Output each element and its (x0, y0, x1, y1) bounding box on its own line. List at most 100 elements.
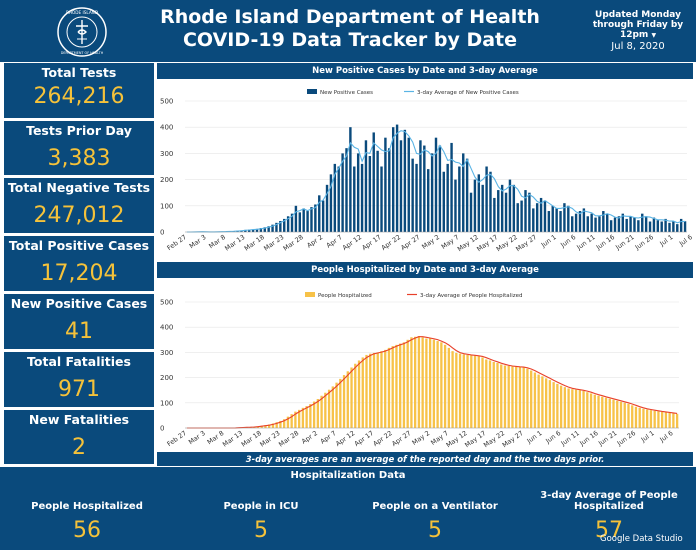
bar (477, 356, 480, 428)
x-tick-label: Jul 6 (658, 429, 675, 444)
bar (642, 408, 645, 428)
bar (528, 192, 531, 232)
bar (244, 229, 247, 232)
bar (488, 360, 492, 428)
bar (679, 218, 683, 232)
bar (552, 382, 555, 428)
y-tick-label: 100 (160, 202, 173, 210)
x-tick-label: Mar 28 (277, 429, 300, 449)
bar (638, 407, 641, 428)
bar (395, 124, 399, 232)
bar (539, 197, 543, 232)
bar (360, 163, 364, 232)
bar (664, 412, 668, 428)
bar (320, 395, 323, 428)
bar (294, 411, 297, 428)
bar (434, 137, 438, 232)
kpi-label: New Positive Cases (10, 296, 148, 311)
bar (601, 396, 604, 428)
bar (454, 179, 457, 232)
bar (436, 341, 439, 428)
x-tick-label: Jul 1 (639, 429, 656, 444)
bar (473, 179, 477, 232)
x-tick-label: Apr 12 (341, 233, 363, 252)
x-tick-label: Mar 13 (221, 429, 244, 449)
bar (515, 366, 518, 428)
bar (511, 366, 514, 428)
x-tick-label: Apr 27 (399, 233, 421, 252)
bar (492, 361, 495, 428)
x-tick-label: Jun 6 (558, 233, 577, 250)
bar (574, 213, 578, 232)
bar (380, 166, 383, 232)
bar (333, 163, 337, 232)
bar (567, 205, 570, 232)
bar (388, 148, 391, 232)
y-tick-label: 200 (160, 176, 173, 184)
bar (415, 163, 418, 232)
bar (533, 372, 537, 428)
kpi-label: Total Tests (41, 65, 117, 80)
y-tick-label: 200 (160, 374, 173, 382)
x-tick-label: Jun 1 (525, 429, 544, 446)
bar (407, 137, 410, 232)
bar (462, 354, 465, 428)
bar (634, 406, 638, 428)
bar (571, 389, 574, 428)
bar (473, 355, 477, 428)
bar (641, 213, 644, 232)
bar (335, 382, 338, 428)
bar (504, 192, 508, 232)
bar (683, 221, 687, 232)
dropdown-arrow-icon[interactable]: ▼ (651, 32, 657, 39)
bar (451, 351, 454, 428)
google-data-studio-link[interactable]: Google Data Studio (600, 534, 683, 544)
x-tick-label: Feb 27 (166, 233, 188, 252)
hosp-item-value: 57 (595, 518, 623, 543)
cases-chart-title-bar (157, 63, 693, 79)
update-line3: 12pm (619, 30, 649, 40)
bar (279, 420, 282, 428)
bar (551, 205, 554, 232)
bar (653, 410, 656, 428)
hosp-item-label: 3-day Average of People Hospitalized (540, 490, 678, 512)
bar (316, 399, 320, 428)
x-tick-label: Mar 23 (258, 429, 281, 449)
bar (263, 227, 266, 232)
bar (455, 352, 458, 428)
y-tick-label: 0 (160, 229, 164, 237)
bar (425, 338, 428, 428)
x-tick-label: Feb 27 (166, 429, 188, 448)
bar (672, 413, 675, 428)
bar (541, 376, 544, 428)
bar (524, 190, 527, 232)
bar (458, 166, 461, 232)
hosp-item-icu: People in ICU 5 (174, 490, 348, 543)
bar (652, 217, 656, 232)
bar (496, 362, 499, 428)
x-tick-label: Apr 22 (372, 429, 394, 448)
bar (664, 218, 667, 232)
x-tick-label: Jun 16 (577, 429, 599, 448)
bar (321, 200, 325, 232)
legend-swatch-bars (307, 89, 317, 94)
bar (530, 370, 533, 428)
bar (485, 359, 488, 428)
bar (481, 357, 484, 428)
x-tick-label: Mar 28 (282, 233, 305, 253)
x-tick-label: May 27 (514, 233, 538, 253)
bar (616, 400, 619, 428)
y-tick-label: 400 (160, 124, 173, 132)
y-tick-label: 500 (160, 299, 173, 307)
y-tick-label: 100 (160, 399, 173, 407)
bar (544, 378, 548, 428)
seal-text-top: RHODE ISLAND (66, 10, 98, 15)
bar (493, 197, 496, 232)
x-tick-label: Jun 26 (615, 429, 637, 448)
update-line3-row[interactable]: 12pm ▼ (585, 30, 691, 41)
bar (294, 205, 298, 232)
bar (312, 401, 316, 428)
bar (507, 366, 510, 428)
bar (518, 367, 522, 428)
bar (644, 216, 648, 232)
